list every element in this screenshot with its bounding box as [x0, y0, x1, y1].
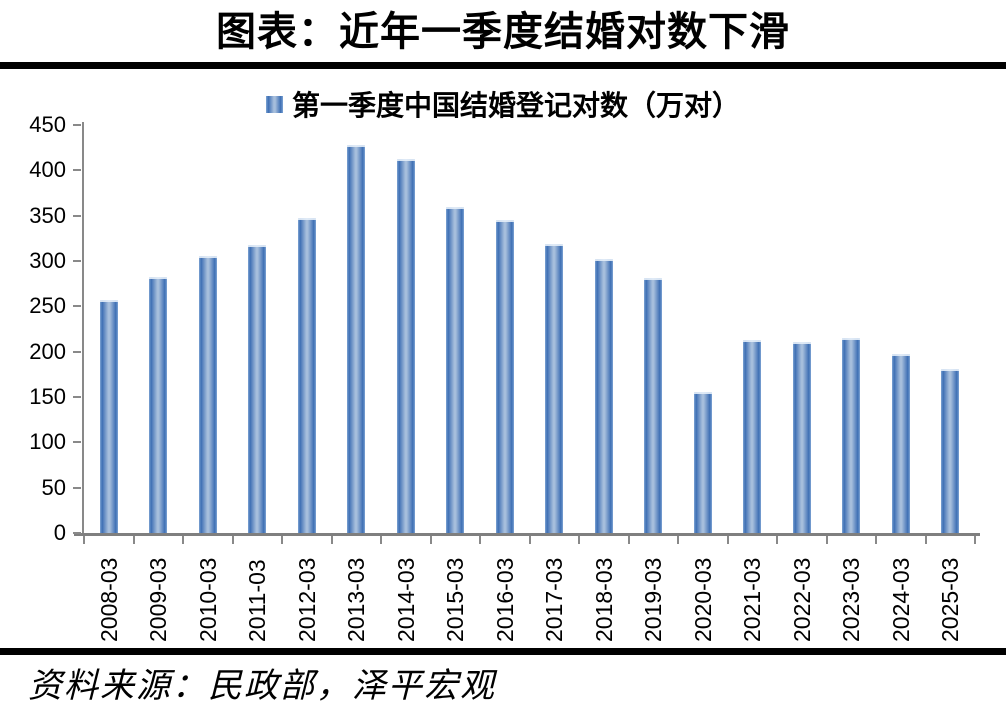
x-tick-label-2015-03: 2015-03 [442, 557, 469, 642]
x-tick-label-2023-03: 2023-03 [838, 557, 865, 642]
x-tick-mark [924, 536, 927, 544]
bar-2017-03 [545, 244, 564, 533]
x-tick-label-2016-03: 2016-03 [491, 557, 518, 642]
bar-2015-03 [446, 207, 465, 533]
bar-2012-03 [297, 218, 316, 533]
y-tick-mark-150 [73, 396, 81, 398]
x-axis-line [74, 533, 980, 536]
x-tick-label-2021-03: 2021-03 [739, 557, 766, 642]
bar-2016-03 [495, 220, 514, 533]
bar-2018-03 [594, 259, 613, 533]
bar-2023-03 [842, 338, 861, 533]
bar-2014-03 [396, 159, 415, 533]
x-tick-mark [330, 536, 333, 544]
y-tick-label-200: 200 [29, 338, 66, 364]
legend-series-label: 第一季度中国结婚登记对数（万对） [291, 91, 740, 122]
bar-2021-03 [743, 340, 762, 533]
y-tick-label-0: 0 [53, 520, 66, 545]
y-tick-label-450: 450 [29, 112, 66, 137]
y-tick-label-50: 50 [41, 474, 66, 500]
x-tick-label-2019-03: 2019-03 [640, 557, 667, 642]
x-tick-mark [281, 536, 283, 544]
bar-2013-03 [347, 145, 366, 533]
chart-legend: 第一季度中国结婚登记对数（万对） [0, 84, 1006, 124]
x-tick-label-2018-03: 2018-03 [590, 557, 617, 642]
y-tick-label-100: 100 [29, 429, 66, 455]
x-tick-mark [627, 536, 630, 544]
x-tick-mark [380, 536, 382, 544]
bar-2011-03 [248, 245, 267, 533]
bar-2009-03 [149, 277, 168, 533]
x-tick-mark [528, 536, 531, 544]
x-tick-mark [726, 536, 729, 544]
y-tick-mark-50 [73, 486, 81, 489]
x-tick-mark [83, 536, 85, 544]
x-tick-label-2011-03: 2011-03 [244, 559, 271, 642]
y-tick-mark-0 [73, 532, 81, 534]
bottom-divider [0, 648, 1006, 655]
page-title: 图表：近年一季度结婚对数下滑 [216, 9, 790, 54]
x-tick-label-2014-03: 2014-03 [392, 557, 419, 642]
y-tick-label-400: 400 [29, 157, 66, 183]
x-tick-mark [974, 536, 976, 544]
x-tick-mark [776, 536, 778, 544]
y-tick-mark-250 [73, 305, 81, 308]
y-tick-mark-400 [73, 169, 81, 172]
y-axis-line [82, 122, 84, 535]
x-tick-label-2020-03: 2020-03 [689, 557, 716, 642]
x-tick-label-2017-03: 2017-03 [541, 557, 568, 642]
x-tick-label-2012-03: 2012-03 [293, 557, 320, 642]
bar-2010-03 [198, 256, 217, 533]
x-tick-label-2010-03: 2010-03 [194, 557, 221, 642]
x-tick-mark [825, 536, 828, 544]
top-divider [0, 62, 1006, 69]
x-tick-mark [429, 536, 432, 544]
x-tick-mark [578, 536, 580, 544]
bar-2020-03 [693, 392, 712, 533]
x-tick-mark [875, 536, 877, 544]
x-tick-mark [132, 536, 135, 544]
x-tick-label-2013-03: 2013-03 [343, 557, 370, 642]
y-tick-label-300: 300 [29, 248, 66, 273]
y-tick-mark-300 [73, 260, 81, 262]
x-tick-label-2022-03: 2022-03 [788, 557, 815, 642]
bar-2019-03 [644, 278, 663, 533]
x-tick-mark [231, 536, 234, 544]
x-tick-mark [677, 536, 679, 544]
y-tick-label-150: 150 [29, 384, 66, 409]
y-tick-mark-350 [73, 214, 81, 217]
x-tick-label-2024-03: 2024-03 [887, 557, 914, 642]
x-tick-label-2009-03: 2009-03 [145, 557, 172, 642]
bar-2008-03 [99, 300, 118, 533]
y-tick-mark-200 [73, 350, 81, 353]
y-tick-label-350: 350 [29, 202, 66, 228]
source-note: 资料来源：民政部，泽平宏观 [28, 668, 496, 705]
x-tick-mark [182, 536, 184, 544]
bar-2025-03 [941, 369, 960, 533]
x-tick-label-2025-03: 2025-03 [937, 557, 964, 642]
y-tick-label-250: 250 [29, 293, 66, 319]
legend-series-swatch-icon [265, 95, 283, 113]
bar-2022-03 [792, 342, 811, 533]
y-tick-mark-100 [73, 441, 81, 444]
x-tick-mark [479, 536, 481, 544]
bar-2024-03 [891, 354, 910, 533]
x-tick-label-2008-03: 2008-03 [95, 557, 122, 642]
y-tick-mark-450 [73, 124, 81, 126]
